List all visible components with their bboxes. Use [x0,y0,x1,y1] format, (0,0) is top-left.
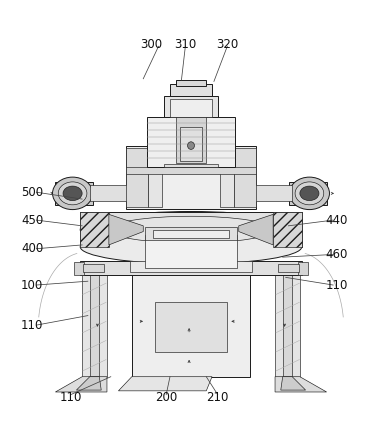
Polygon shape [80,212,109,247]
Bar [275,270,300,377]
Bar [153,230,229,238]
Ellipse shape [53,177,92,210]
Text: 500: 500 [21,186,43,199]
Polygon shape [118,377,212,391]
Ellipse shape [109,216,273,243]
Bar [80,261,302,275]
Text: 210: 210 [207,391,229,404]
Bar [234,147,256,207]
Ellipse shape [80,211,302,248]
Text: 320: 320 [216,38,238,51]
Polygon shape [55,377,107,392]
Bar [220,161,234,207]
Bar [298,262,308,275]
Polygon shape [239,214,273,245]
Bar [126,166,256,174]
Bar [145,235,237,268]
Bar [90,185,127,201]
Text: 400: 400 [21,242,43,255]
Text: 450: 450 [21,214,43,226]
Bar [145,226,237,240]
Text: 110: 110 [325,278,348,292]
Bar [164,96,218,117]
Bar [170,99,212,117]
Ellipse shape [300,186,319,201]
Ellipse shape [63,186,82,201]
Bar [148,161,162,207]
Bar [289,182,327,205]
Polygon shape [275,377,327,392]
Bar [283,270,292,377]
Bar [164,163,218,167]
Bar [90,270,99,377]
Text: 300: 300 [140,38,162,51]
Ellipse shape [290,177,330,210]
Bar [278,264,299,272]
Bar [126,147,148,207]
Bar [55,182,93,205]
Bar [155,302,227,352]
Ellipse shape [58,182,87,205]
Bar [255,185,292,201]
Text: 460: 460 [325,248,348,261]
Text: 440: 440 [325,214,348,226]
Bar [74,262,84,275]
Bar [147,117,235,166]
Bar [126,146,256,209]
Text: 200: 200 [155,391,177,404]
Bar [180,127,202,161]
Ellipse shape [188,142,194,150]
Polygon shape [281,377,306,390]
Text: 110: 110 [60,391,82,404]
Ellipse shape [80,230,302,264]
Bar [176,79,206,87]
Bar [80,212,302,247]
Polygon shape [76,377,101,390]
Bar [82,270,107,377]
Bar [132,270,250,377]
Text: 100: 100 [21,278,43,292]
Ellipse shape [295,182,324,205]
Bar [176,117,206,163]
Polygon shape [273,212,302,247]
Bar [138,234,244,270]
Text: 110: 110 [21,319,44,332]
Polygon shape [109,214,143,245]
Bar [83,264,104,272]
Bar [130,261,252,272]
Bar [170,84,212,96]
Text: 310: 310 [174,38,196,51]
